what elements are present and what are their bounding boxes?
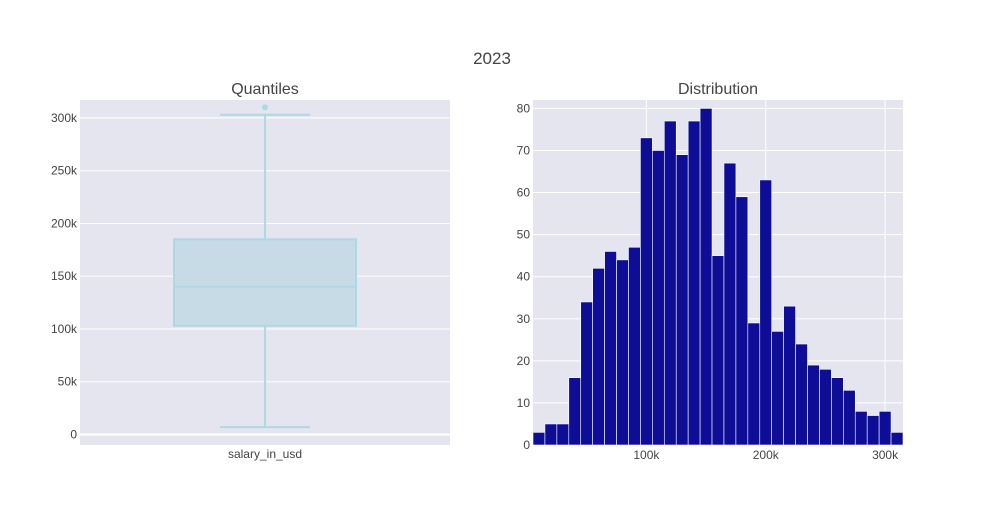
histogram-y-tick-label: 70 <box>517 143 531 157</box>
box-plot-y-tick-label: 250k <box>51 164 78 178</box>
histogram-y-tick-label: 80 <box>517 101 531 115</box>
histogram-bar <box>831 377 844 446</box>
histogram-bar <box>747 322 761 446</box>
histogram-bar <box>807 364 820 446</box>
histogram-bar <box>556 423 570 446</box>
histogram-bar <box>819 368 832 446</box>
histogram-y-tick-label: 50 <box>517 228 531 242</box>
histogram-y-tick-label: 30 <box>517 312 531 326</box>
histogram-bar <box>663 120 677 446</box>
histogram-bar <box>866 415 880 446</box>
box-plot-box <box>173 238 357 327</box>
histogram-x-ticks: 100k 200k 300k <box>633 448 899 462</box>
histogram-bar <box>878 411 892 446</box>
box-plot-y-ticks: 0 50k 100k 150k 200k 250k 300k <box>51 111 78 442</box>
histogram-y-tick-label: 40 <box>517 270 531 284</box>
histogram-bar <box>687 120 701 446</box>
histogram-bar <box>580 301 593 446</box>
histogram-y-tick-label: 20 <box>517 354 531 368</box>
histogram-bar <box>771 331 784 446</box>
histogram-bar <box>628 246 641 446</box>
box-plot-panel: 0 50k 100k 150k 200k 250k 300k Quantiles salar… <box>51 81 450 461</box>
histogram-x-tick-label: 200k <box>753 448 780 462</box>
histogram-x-tick-label: 100k <box>633 448 660 462</box>
histogram-bar <box>675 154 689 446</box>
histogram-bar <box>592 267 605 446</box>
histogram-y-tick-label: 0 <box>523 438 530 452</box>
histogram-bars <box>532 108 904 446</box>
histogram-bar <box>723 162 737 446</box>
histogram-bar <box>616 259 629 446</box>
histogram-bar <box>735 196 749 446</box>
histogram-bar <box>640 137 653 446</box>
histogram-bar <box>604 251 617 446</box>
histogram-bar <box>890 432 904 446</box>
main-title: 2023 <box>473 49 511 68</box>
box-plot-y-tick-label: 100k <box>51 322 78 336</box>
histogram-bar <box>783 305 796 446</box>
histogram-title: Distribution <box>678 81 758 98</box>
histogram-bar <box>532 432 546 446</box>
histogram-panel: 0 10 20 30 40 50 60 70 80 100k 200k 300k Distribut… <box>517 81 904 462</box>
box-plot-y-tick-label: 0 <box>70 427 77 441</box>
histogram-bar <box>699 108 713 446</box>
box-plot-y-tick-label: 300k <box>51 111 78 125</box>
histogram-y-tick-label: 60 <box>517 186 531 200</box>
box-plot-marks <box>173 104 357 429</box>
histogram-bar <box>711 255 725 446</box>
histogram-bar <box>544 423 558 446</box>
histogram-bar <box>568 377 582 446</box>
histogram-x-tick-label: 300k <box>872 448 899 462</box>
box-plot-category-label: salary_in_usd <box>228 447 302 461</box>
histogram-y-ticks: 0 10 20 30 40 50 60 70 80 <box>517 101 531 452</box>
box-plot-y-tick-label: 150k <box>51 269 78 283</box>
histogram-y-tick-label: 10 <box>517 396 531 410</box>
box-plot-y-tick-label: 200k <box>51 216 78 230</box>
box-plot-y-tick-label: 50k <box>58 375 78 389</box>
box-plot-title: Quantiles <box>231 81 299 98</box>
box-plot-outlier <box>262 104 268 111</box>
histogram-bar <box>854 411 868 446</box>
histogram-bar <box>795 343 808 446</box>
histogram-bar <box>652 150 665 446</box>
histogram-bar <box>843 390 856 446</box>
histogram-bar <box>759 179 773 446</box>
